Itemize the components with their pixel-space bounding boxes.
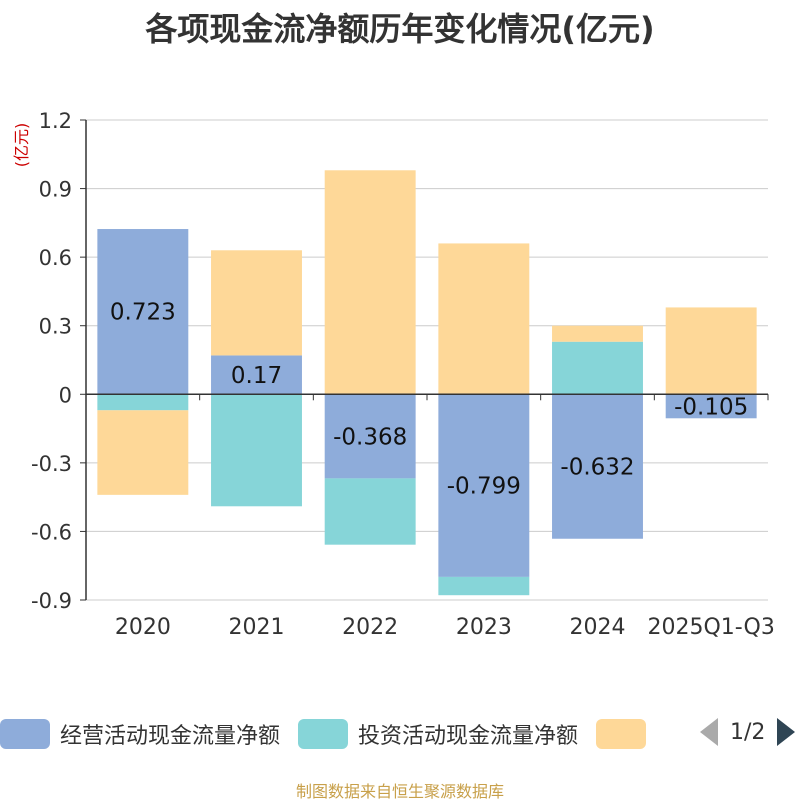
source-note: 制图数据来自恒生聚源数据库 <box>295 782 504 801</box>
bar-financing-2020[interactable] <box>97 410 189 495</box>
chart-title: 各项现金流净额历年变化情况(亿元) <box>145 10 655 48</box>
x-tick-label: 2021 <box>229 615 285 640</box>
pager-next-icon[interactable] <box>777 718 796 746</box>
legend-item-investing[interactable]: 投资活动现金流量净额 <box>298 718 578 750</box>
legend-label-investing: 投资活动现金流量净额 <box>358 724 579 749</box>
legend-label-operating: 经营活动现金流量净额 <box>60 724 281 749</box>
pager-text: 1/2 <box>730 719 766 745</box>
x-tick-label: 2024 <box>570 615 626 640</box>
y-tick-label: 0.6 <box>39 246 72 270</box>
chart-area: 1.2 0.9 0.6 0.3 0 -0.3 -0.6 -0.9 2020 2021 2022 202… <box>12 109 775 640</box>
data-label-operating: 0.723 <box>110 300 176 326</box>
y-tick-label: -0.9 <box>31 589 72 613</box>
bar-operating-2025Q1-Q3[interactable] <box>665 394 757 419</box>
grid-layer <box>86 119 768 601</box>
legend-pager: 1/2 <box>700 718 796 746</box>
bar-financing-2023[interactable] <box>438 243 530 395</box>
bar-operating-2020[interactable] <box>97 229 189 395</box>
bar-operating-2022[interactable] <box>324 394 416 479</box>
y-tick-label: 0.9 <box>39 178 72 202</box>
x-tick-label: 2025Q1-Q3 <box>647 615 774 640</box>
legend: 经营活动现金流量净额 投资活动现金流量净额 <box>0 716 674 752</box>
bar-investing-2022[interactable] <box>324 478 416 545</box>
y-tick-label: 1.2 <box>39 109 72 133</box>
bar-financing-2025Q1-Q3[interactable] <box>665 307 757 395</box>
bar-operating-2023[interactable] <box>438 394 530 577</box>
y-tick-label: 0.3 <box>39 315 72 339</box>
x-tick-label: 2023 <box>456 615 512 640</box>
y-tick-label: -0.3 <box>31 452 72 476</box>
bar-investing-2021[interactable] <box>211 394 302 507</box>
legend-item-operating[interactable]: 经营活动现金流量净额 <box>0 718 280 750</box>
legend-swatch-financing <box>596 719 647 749</box>
data-label-operating: -0.105 <box>674 394 748 420</box>
data-label-operating: 0.17 <box>231 363 282 389</box>
bar-operating-2024[interactable] <box>552 394 643 539</box>
y-tick-label: -0.6 <box>31 520 72 544</box>
x-tick-label: 2020 <box>115 615 171 640</box>
legend-swatch-investing <box>298 719 349 749</box>
bar-operating-2021[interactable] <box>211 355 302 395</box>
bar-financing-2022[interactable] <box>324 170 416 395</box>
legend-swatch-operating <box>0 719 50 749</box>
bar-investing-2024[interactable] <box>552 341 643 395</box>
data-label-operating: -0.368 <box>333 424 407 450</box>
data-label-operating: -0.799 <box>447 474 521 500</box>
label-layer: 0.723 0.17 -0.368 -0.799 -0.632 -0.105 <box>110 300 748 500</box>
data-label-operating: -0.632 <box>560 455 634 481</box>
y-axis-unit-label: (亿元) <box>12 123 31 168</box>
legend-item-financing[interactable] <box>596 719 656 749</box>
x-tick-label: 2022 <box>342 615 398 640</box>
bar-investing-2023[interactable] <box>438 576 530 596</box>
axis-layer: 1.2 0.9 0.6 0.3 0 -0.3 -0.6 -0.9 2020 2021 2022 202… <box>31 109 775 640</box>
y-tick-label: 0 <box>59 383 72 407</box>
bar-investing-2020[interactable] <box>97 394 189 411</box>
bar-financing-2021[interactable] <box>211 250 302 356</box>
bar-financing-2024[interactable] <box>552 325 643 342</box>
pager-prev-icon[interactable] <box>700 718 718 746</box>
bar-layer <box>97 170 757 596</box>
